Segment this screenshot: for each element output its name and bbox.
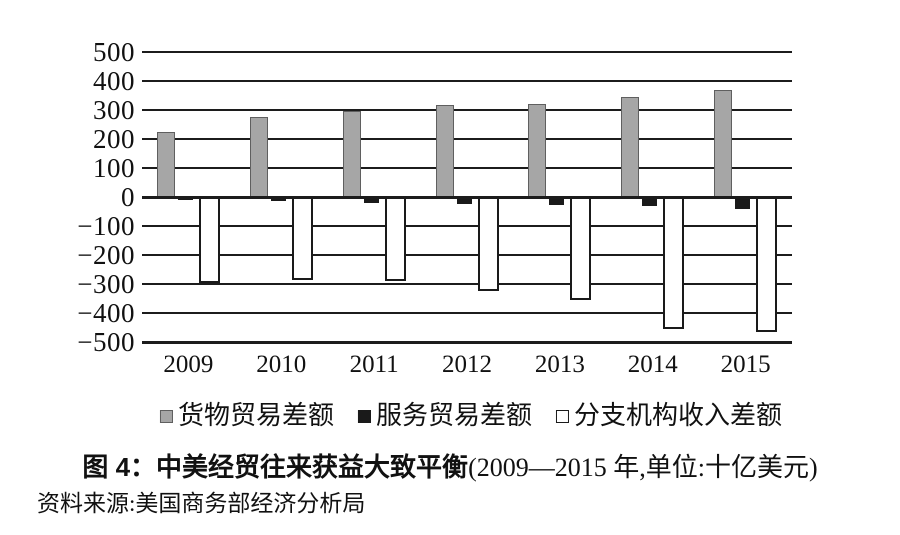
bar-服务贸易差额-2014 bbox=[642, 197, 658, 207]
bar-货物贸易差额-2012 bbox=[435, 104, 454, 197]
y-tick-label: 400 bbox=[93, 66, 135, 96]
x-tick-label: 2013 bbox=[534, 351, 585, 378]
legend-item: 服务贸易差额 bbox=[357, 401, 533, 431]
bar-分支机构收入差额-2011 bbox=[384, 197, 406, 282]
bar-货物贸易差额-2011 bbox=[342, 111, 361, 197]
bar-服务贸易差额-2011 bbox=[363, 197, 379, 203]
source-note: 资料来源:美国商务部经济分析局 bbox=[37, 491, 366, 516]
y-tick-label: −400 bbox=[77, 298, 135, 328]
y-axis-labels: 500 400 300 200 100 0 −100 −200 −300 −400 −500 bbox=[20, 38, 135, 356]
bar-服务贸易差额-2013 bbox=[549, 197, 565, 206]
y-tick-label: −300 bbox=[77, 269, 135, 299]
y-tick-label: 500 bbox=[93, 37, 135, 67]
bar-服务贸易差额-2015 bbox=[735, 197, 751, 209]
bar-分支机构收入差额-2009 bbox=[199, 197, 220, 283]
y-tick-label: 0 bbox=[121, 182, 135, 212]
bar-货物贸易差额-2015 bbox=[714, 89, 733, 197]
bar-货物贸易差额-2009 bbox=[157, 131, 175, 197]
bar-分支机构收入差额-2010 bbox=[291, 197, 313, 280]
legend-swatch-icon bbox=[159, 409, 173, 423]
y-tick-label: −200 bbox=[77, 240, 135, 270]
legend-label: 货物贸易差额 bbox=[177, 401, 334, 430]
bar-分支机构收入差额-2012 bbox=[477, 197, 499, 292]
legend-label: 分支机构收入差额 bbox=[574, 401, 783, 430]
chart-title-paren: (2009—2015 年,单位:十亿美元) bbox=[468, 453, 818, 482]
x-tick-label: 2009 bbox=[163, 351, 214, 378]
plot-area bbox=[142, 51, 792, 344]
y-tick-label: −500 bbox=[77, 327, 135, 357]
bar-货物贸易差额-2013 bbox=[528, 104, 547, 197]
legend-swatch-icon bbox=[556, 409, 570, 423]
x-tick-label: 2015 bbox=[720, 351, 771, 378]
gridline bbox=[142, 225, 792, 227]
gridline bbox=[142, 80, 792, 82]
legend-label: 服务贸易差额 bbox=[375, 401, 533, 430]
legend: 货物贸易差额 服务贸易差额 分支机构收入差额 bbox=[159, 401, 782, 431]
x-tick-label: 2011 bbox=[349, 351, 399, 378]
x-tick-label: 2014 bbox=[627, 351, 678, 378]
gridline bbox=[142, 167, 792, 169]
gridline bbox=[142, 254, 792, 256]
x-tick-label: 2010 bbox=[256, 351, 307, 378]
chart-title: 图 4：中美经贸往来获益大致平衡(2009—2015 年,单位:十亿美元) bbox=[0, 450, 900, 485]
legend-item: 分支机构收入差额 bbox=[556, 401, 782, 431]
bar-服务贸易差额-2012 bbox=[456, 197, 472, 204]
x-tick-label: 2012 bbox=[441, 351, 492, 378]
x-axis-labels: 2009 2010 2011 2012 2013 2014 2015 bbox=[142, 349, 792, 381]
gridline bbox=[142, 283, 792, 285]
chart-title-main: 图 4：中美经贸往来获益大致平衡 bbox=[82, 452, 469, 482]
gridline bbox=[142, 138, 792, 140]
zero-axis-line bbox=[142, 196, 792, 199]
bar-分支机构收入差额-2015 bbox=[756, 197, 778, 332]
y-tick-label: 300 bbox=[93, 95, 135, 125]
bar-服务贸易差额-2010 bbox=[270, 197, 286, 202]
y-tick-label: 200 bbox=[93, 124, 135, 154]
bar-分支机构收入差额-2013 bbox=[570, 197, 592, 300]
legend-item: 货物贸易差额 bbox=[159, 401, 334, 431]
legend-swatch-icon bbox=[357, 409, 371, 423]
y-tick-label: −100 bbox=[77, 211, 135, 241]
gridline bbox=[142, 51, 792, 53]
bar-货物贸易差额-2014 bbox=[621, 96, 640, 197]
gridline bbox=[142, 312, 792, 314]
gridline bbox=[142, 341, 792, 344]
y-tick-label: 100 bbox=[93, 153, 135, 183]
bar-货物贸易差额-2010 bbox=[249, 117, 268, 197]
bar-分支机构收入差额-2014 bbox=[663, 197, 685, 329]
gridline bbox=[142, 109, 792, 111]
